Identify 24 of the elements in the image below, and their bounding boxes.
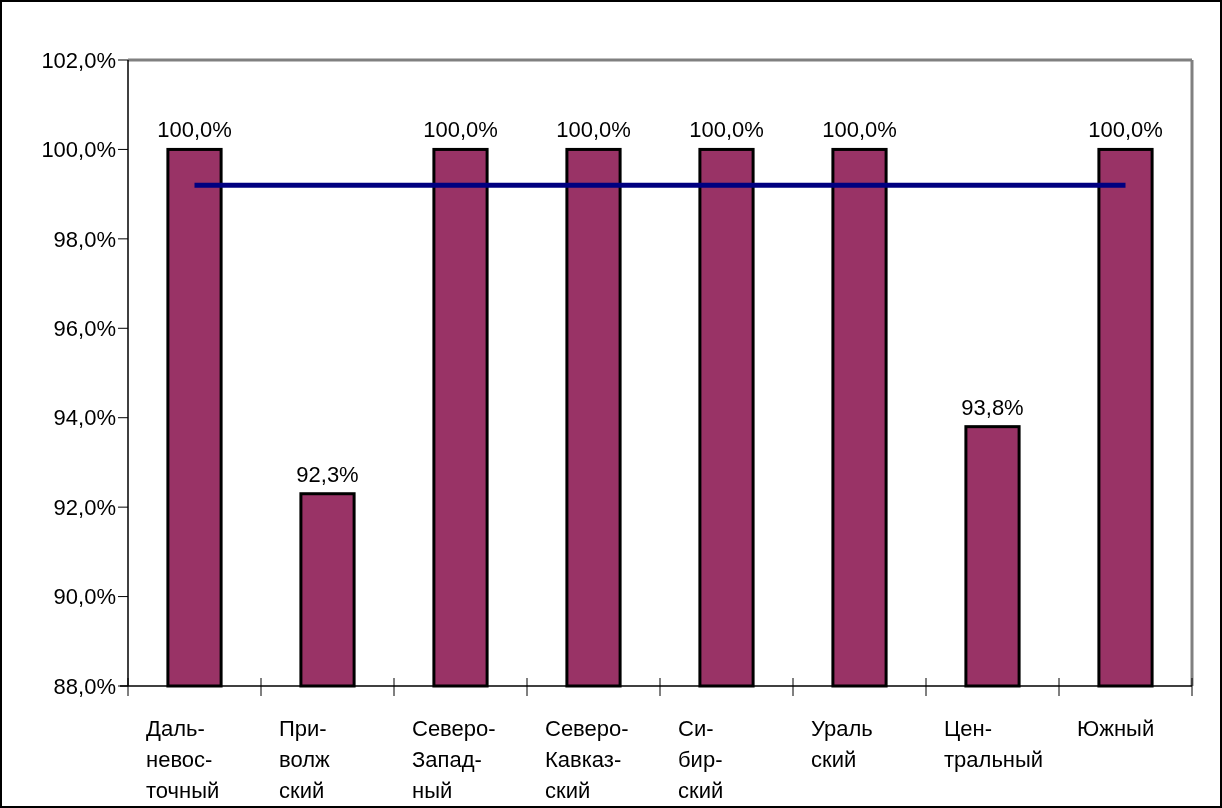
y-tick-label: 88,0% [53, 673, 116, 699]
y-tick-label: 98,0% [53, 226, 116, 252]
x-tick-label: Си- бир- ский [678, 716, 724, 803]
y-tick-label: 92,0% [53, 494, 116, 520]
x-tick-label: Ураль ский [811, 716, 873, 772]
data-label: 100,0% [822, 117, 897, 143]
x-tick-label: Южный [1077, 716, 1155, 741]
y-tick-label: 96,0% [53, 315, 116, 341]
x-tick-label: Даль- невос- точный [146, 716, 220, 803]
x-tick-label: Северо- Кавказ- ский [545, 716, 629, 803]
y-tick-label: 100,0% [41, 137, 116, 163]
data-label: 100,0% [1088, 117, 1163, 143]
y-tick-label: 94,0% [53, 405, 116, 431]
data-label: 100,0% [423, 117, 498, 143]
data-label: 100,0% [689, 117, 764, 143]
x-tick-label: Северо- Запад- ный [412, 716, 496, 803]
x-tick-label: Цен- тральный [944, 716, 1044, 772]
data-label: 92,3% [296, 461, 359, 487]
data-label: 93,8% [961, 394, 1024, 420]
y-tick-label: 90,0% [53, 584, 116, 610]
y-tick-label: 102,0% [41, 47, 116, 73]
data-label: 100,0% [556, 117, 631, 143]
data-label: 100,0% [157, 117, 232, 143]
x-tick-label: При- волж ский [279, 716, 331, 803]
